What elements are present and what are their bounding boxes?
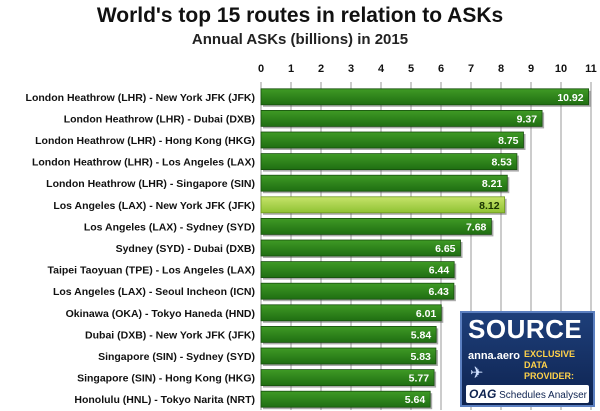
exclusive-provider-note: EXCLUSIVE DATA PROVIDER: <box>524 349 593 382</box>
data-label: 5.77 <box>409 373 430 385</box>
bar <box>260 239 461 257</box>
bar <box>260 261 455 279</box>
category-label: London Heathrow (LHR) - Dubai (DXB) <box>64 113 255 125</box>
bar <box>260 174 508 192</box>
bar <box>260 153 518 171</box>
oag-logo: OAG <box>469 387 497 401</box>
data-label: 8.53 <box>491 157 512 169</box>
x-tick-label: 1 <box>288 63 294 75</box>
category-label: London Heathrow (LHR) - Los Angeles (LAX… <box>32 157 255 169</box>
bar <box>260 325 437 343</box>
bar <box>260 88 590 106</box>
bar <box>260 369 435 387</box>
category-label: London Heathrow (LHR) - Hong Kong (HKG) <box>35 135 255 147</box>
data-label: 6.43 <box>428 286 449 298</box>
x-tick-label: 0 <box>258 63 264 75</box>
oag-text: Schedules Analyser <box>499 390 587 401</box>
data-label: 6.44 <box>429 265 450 277</box>
x-tick-label: 9 <box>528 63 534 75</box>
data-label: 5.84 <box>411 329 432 341</box>
bar-highlighted <box>260 196 506 214</box>
data-label: 7.68 <box>466 221 487 233</box>
x-tick-label: 4 <box>378 63 385 75</box>
x-tick-label: 3 <box>348 63 354 75</box>
category-label: Okinawa (OKA) - Tokyo Haneda (HND) <box>66 308 255 320</box>
exclusive-text: EXCLUSIVE <box>524 349 576 359</box>
data-label: 5.83 <box>410 351 431 363</box>
category-label: Sydney (SYD) - Dubai (DXB) <box>116 243 255 255</box>
data-label: 6.01 <box>416 308 437 320</box>
x-tick-label: 8 <box>498 63 504 75</box>
category-label: Dubai (DXB) - New York JFK (JFK) <box>85 329 255 341</box>
data-label: 8.21 <box>482 178 503 190</box>
x-tick-label: 5 <box>408 63 414 75</box>
airplane-icon: ✈ <box>470 365 484 382</box>
category-label: London Heathrow (LHR) - New York JFK (JF… <box>26 92 255 104</box>
chart-title: World's top 15 routes in relation to ASK… <box>96 4 504 27</box>
x-tick-label: 2 <box>318 63 324 75</box>
category-label: London Heathrow (LHR) - Singapore (SIN) <box>46 178 255 190</box>
category-label: Singapore (SIN) - Hong Kong (HKG) <box>77 373 255 385</box>
data-label: 10.92 <box>557 92 583 104</box>
x-tick-label: 10 <box>555 63 567 75</box>
source-badge: SOURCE anna.aero EXCLUSIVE DATA PROVIDER… <box>460 311 595 407</box>
chart-subtitle: Annual ASKs (billions) in 2015 <box>191 31 409 48</box>
oag-banner: OAG Schedules Analyser <box>466 385 589 403</box>
bar <box>260 347 437 365</box>
bar <box>260 217 492 235</box>
data-label: 9.37 <box>517 113 538 125</box>
x-tick-label: 11 <box>585 63 597 75</box>
bar <box>260 304 442 322</box>
x-tick-label: 7 <box>468 63 474 75</box>
category-label: Taipei Taoyuan (TPE) - Los Angeles (LAX) <box>48 265 256 277</box>
category-label: Los Angeles (LAX) - Seoul Incheon (ICN) <box>53 286 255 298</box>
bar <box>260 131 524 149</box>
bar <box>260 390 431 408</box>
category-label: Los Angeles (LAX) - Sydney (SYD) <box>84 221 255 233</box>
category-label: Honolulu (HNL) - Tokyo Narita (NRT) <box>74 394 255 406</box>
category-label: Singapore (SIN) - Sydney (SYD) <box>98 351 255 363</box>
anna-aero-logo: anna.aero <box>468 350 520 362</box>
data-label: 8.12 <box>479 200 500 212</box>
bar <box>260 282 455 300</box>
x-tick-label: 6 <box>438 63 444 75</box>
data-label: 5.64 <box>405 394 426 406</box>
data-label: 6.65 <box>435 243 456 255</box>
bar <box>260 110 543 127</box>
source-label: SOURCE <box>468 314 583 344</box>
data-provider-text: DATA PROVIDER: <box>524 360 575 381</box>
data-label: 8.75 <box>498 135 519 147</box>
category-label: Los Angeles (LAX) - New York JFK (JFK) <box>53 200 255 212</box>
